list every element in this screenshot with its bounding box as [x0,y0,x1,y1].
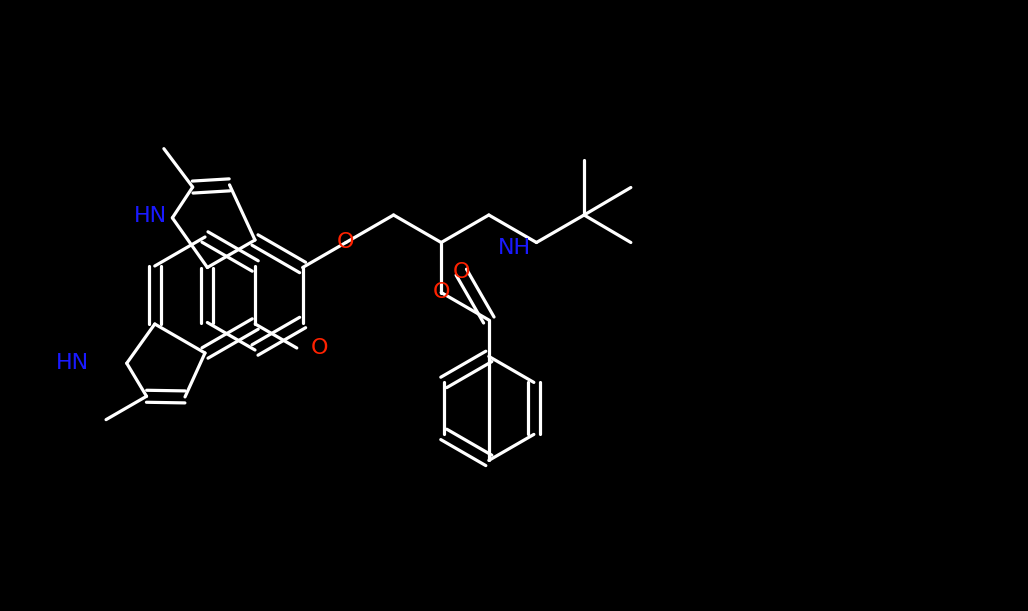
Text: NH: NH [499,238,531,257]
Text: HN: HN [56,353,88,373]
Text: HN: HN [135,206,168,226]
Text: O: O [433,282,450,302]
Text: O: O [452,262,470,282]
Text: O: O [337,233,355,252]
Text: O: O [310,338,328,358]
